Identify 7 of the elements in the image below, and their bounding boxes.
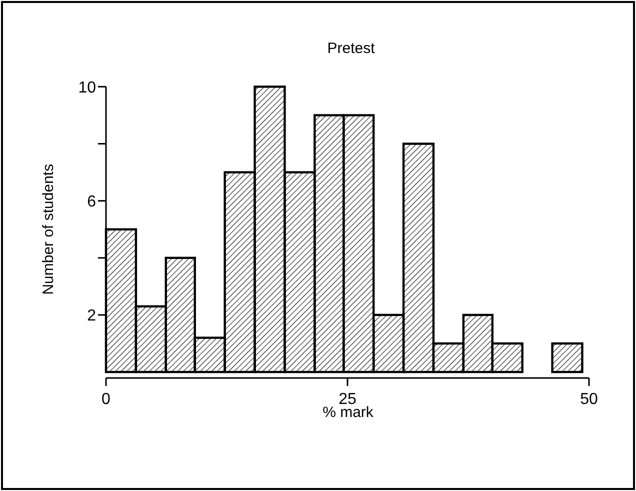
y-tick-label: 2 — [87, 308, 96, 325]
chart-title: Pretest — [327, 40, 376, 57]
y-axis-title: Number of students — [40, 164, 57, 295]
y-tick-label: 6 — [87, 193, 96, 210]
x-tick-label: 0 — [102, 391, 111, 408]
y-tick-label: 10 — [78, 79, 96, 96]
x-tick-label: 50 — [580, 391, 598, 408]
